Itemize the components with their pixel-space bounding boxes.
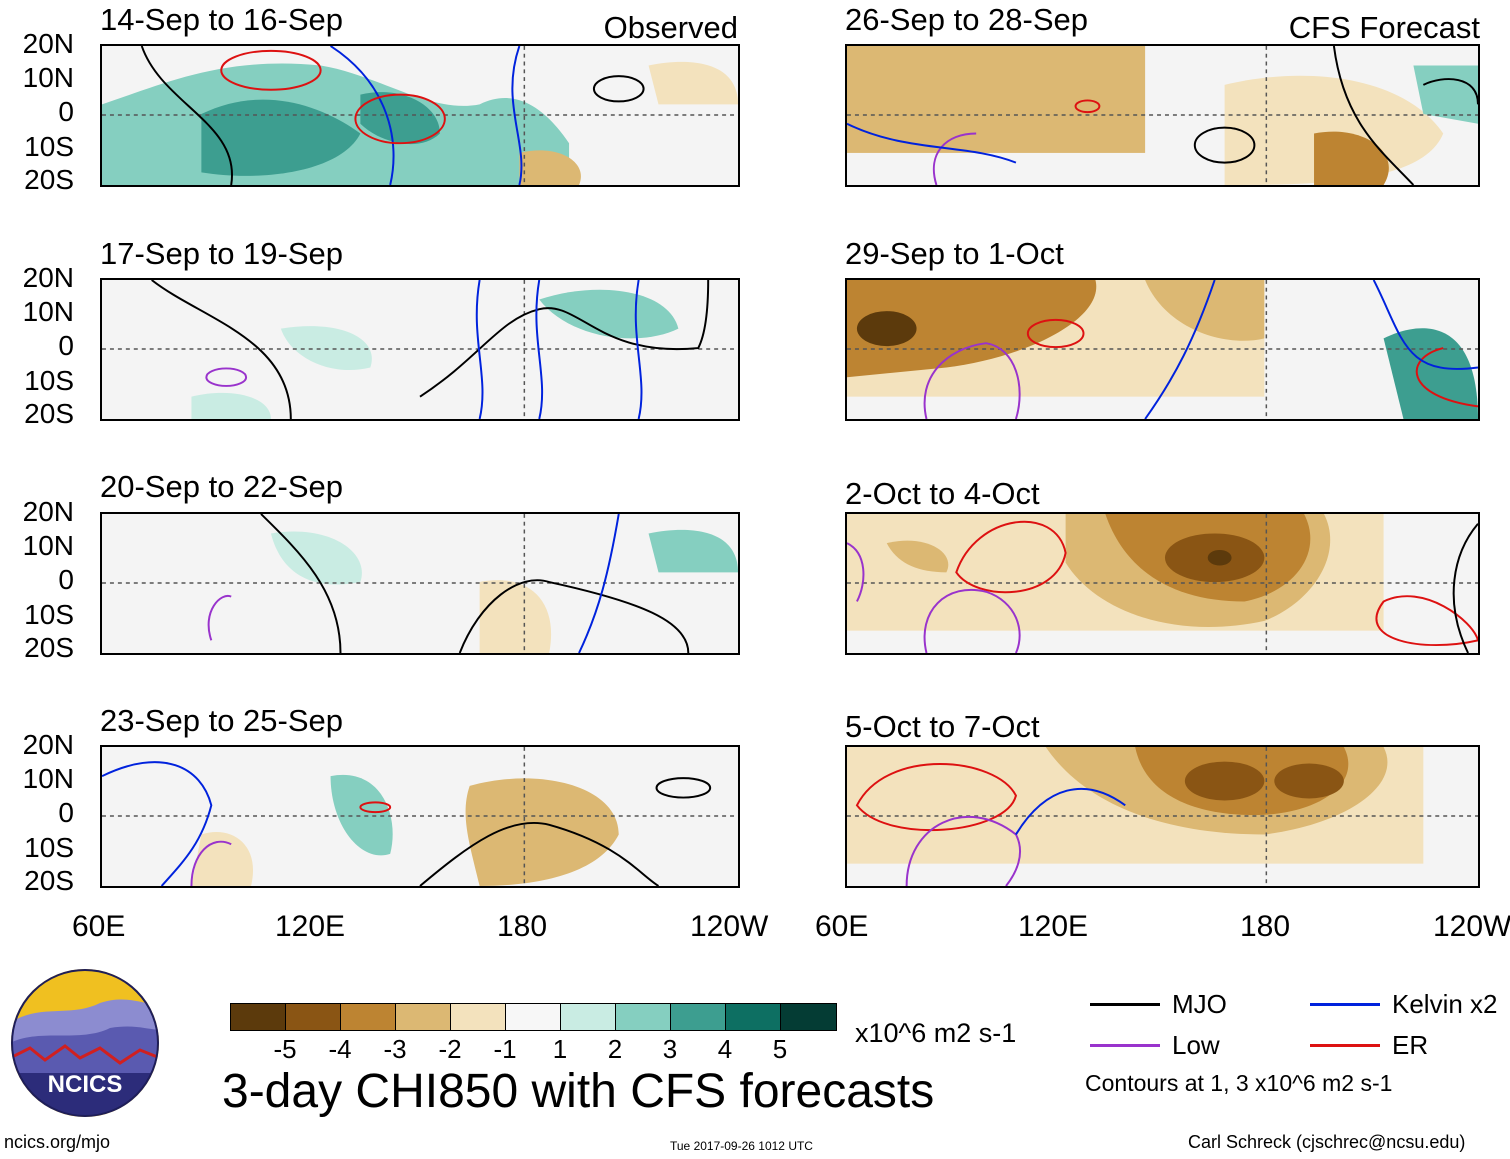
lon-label-120e: 120E [275, 910, 346, 943]
lat-label: 10S [24, 832, 74, 863]
colorbar-tick-label: -2 [438, 1034, 462, 1064]
lat-label: 20N [22, 496, 74, 527]
lat-label: 10N [22, 763, 74, 794]
colorbar-cell [616, 1004, 671, 1030]
map-fcst-3 [845, 512, 1480, 655]
colorbar-tick-label: -4 [328, 1034, 352, 1064]
map-obs-2 [100, 278, 740, 421]
panel-title: 5-Oct to 7-Oct [845, 709, 1040, 744]
lat-label: 10S [24, 599, 74, 630]
legend-kelvin-label: Kelvin x2 [1392, 989, 1498, 1019]
lon-label-120w: 120W [1433, 912, 1510, 942]
timestamp: Tue 2017-09-26 1012 UTC [670, 1139, 813, 1153]
colorbar-cell [396, 1004, 451, 1030]
colorbar-tick-label: 1 [552, 1034, 568, 1064]
page-title: 3-day CHI850 with CFS forecasts [222, 1065, 935, 1118]
author-credit: Carl Schreck (cjschrec@ncsu.edu) [1188, 1132, 1466, 1152]
colorbar-cell [561, 1004, 616, 1030]
lat-label: 20S [24, 398, 74, 429]
site-url[interactable]: ncics.org/mjo [4, 1132, 111, 1152]
lat-label: 0 [58, 330, 74, 361]
lat-label: 20N [22, 729, 74, 760]
lon-label-120e: 120E [1018, 910, 1089, 943]
map-obs-1 [100, 44, 740, 187]
legend-mjo-label: MJO [1172, 989, 1227, 1019]
lat-label: 20N [22, 262, 74, 293]
lat-label: 10N [22, 296, 74, 327]
colorbar-cell [671, 1004, 726, 1030]
colorbar-cell [726, 1004, 781, 1030]
panel-title: 20-Sep to 22-Sep [100, 469, 344, 504]
lat-label: 0 [58, 797, 74, 828]
panel-title: 23-Sep to 25-Sep [100, 703, 344, 738]
colorbar-tick-label: 4 [717, 1034, 733, 1064]
legend-er-line [1310, 1044, 1380, 1047]
map-fcst-1 [845, 44, 1480, 187]
logo-text: NCICS [47, 1071, 123, 1098]
legend-contours-note: Contours at 1, 3 x10^6 m2 s-1 [1085, 1070, 1393, 1096]
lat-label: 10N [22, 530, 74, 561]
map-obs-3 [100, 512, 740, 655]
colorbar-units: x10^6 m2 s-1 [855, 1018, 1017, 1048]
legend-low-line [1090, 1044, 1160, 1047]
lon-label-60e: 60E [72, 910, 126, 943]
colorbar-cell [286, 1004, 341, 1030]
forecast-label: CFS Forecast [1288, 10, 1480, 45]
lat-label: 20S [24, 632, 74, 663]
colorbar-cell [451, 1004, 506, 1030]
lon-label-180: 180 [1240, 910, 1291, 943]
colorbar-tick-label: 2 [607, 1034, 623, 1064]
map-fcst-4 [845, 745, 1480, 888]
lat-label: 20N [22, 28, 74, 59]
lat-label: 10S [24, 131, 74, 162]
ncics-logo: NCICS [10, 968, 160, 1118]
lon-label-60e: 60E [815, 910, 869, 943]
observed-label: Observed [603, 10, 738, 45]
lon-label-120w: 120W [690, 910, 769, 943]
lat-label: 20S [24, 865, 74, 896]
colorbar-cell [781, 1004, 836, 1030]
panel-title: 2-Oct to 4-Oct [845, 476, 1040, 511]
colorbar-tick-label: -3 [383, 1034, 407, 1064]
legend-low-label: Low [1172, 1030, 1220, 1060]
lon-label-180: 180 [497, 910, 548, 943]
colorbar-tick-label: 5 [772, 1034, 788, 1064]
lat-label: 20S [24, 164, 74, 195]
lat-label: 0 [58, 96, 74, 127]
legend-kelvin-line [1310, 1003, 1380, 1006]
legend-mjo-line [1090, 1003, 1160, 1006]
colorbar-tick-label: -1 [493, 1034, 517, 1064]
panel-title: 17-Sep to 19-Sep [100, 236, 344, 271]
lat-label: 0 [58, 564, 74, 595]
panel-title: 14-Sep to 16-Sep [100, 2, 344, 37]
colorbar [230, 1003, 837, 1031]
legend-er-label: ER [1392, 1030, 1429, 1060]
colorbar-cell [231, 1004, 286, 1030]
colorbar-tick-label: 3 [662, 1034, 678, 1064]
colorbar-cell [341, 1004, 396, 1030]
colorbar-cell [506, 1004, 561, 1030]
lat-label: 10S [24, 365, 74, 396]
panel-title: 26-Sep to 28-Sep [845, 2, 1089, 37]
map-fcst-2 [845, 278, 1480, 421]
map-obs-4 [100, 745, 740, 888]
panel-title: 29-Sep to 1-Oct [845, 236, 1064, 271]
lat-label: 10N [22, 62, 74, 93]
colorbar-tick-label: -5 [273, 1034, 297, 1064]
